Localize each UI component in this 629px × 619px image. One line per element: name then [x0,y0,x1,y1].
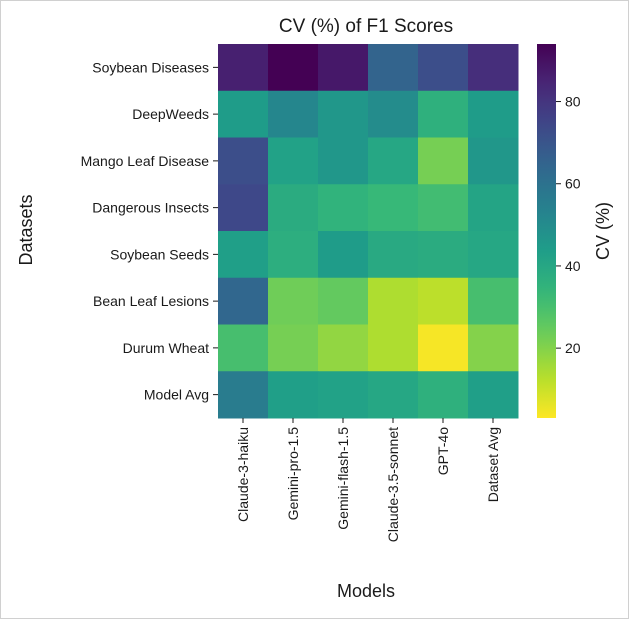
heatmap-cell [318,44,369,92]
heatmap-cell [368,277,419,325]
heatmap-cell [318,371,369,419]
heatmap-cell [468,231,519,279]
colorbar-tick-label: 40 [565,258,581,274]
heatmap-cell [368,371,419,419]
y-tick-label: Mango Leaf Disease [81,153,210,169]
heatmap-cell [218,184,269,232]
heatmap-cell [268,231,319,279]
heatmap-cell [268,184,319,232]
x-tick-label: GPT-4o [435,427,451,475]
heatmap-cell [318,231,369,279]
heatmap-cell [218,324,269,372]
heatmap-cell [318,137,369,185]
heatmap-cell [268,44,319,92]
heatmap-cell [368,231,419,279]
x-tick-label: Claude-3-haiku [235,427,251,522]
heatmap-cell [218,44,269,92]
y-tick-label: Dangerous Insects [92,200,209,216]
heatmap-cell [418,90,469,138]
y-tick-label: Model Avg [144,387,209,403]
heatmap-cell [268,137,319,185]
heatmap-cell [318,324,369,372]
y-axis-title: Datasets [16,194,36,265]
heatmap-cell [318,277,369,325]
x-tick-label: Gemini-pro-1.5 [285,427,301,521]
heatmap-cell [268,277,319,325]
heatmap-cells [218,44,519,419]
heatmap-cell [468,277,519,325]
colorbar-tick-label: 80 [565,94,581,110]
heatmap-cell [268,371,319,419]
heatmap-cell [468,44,519,92]
colorbar: 20 40 60 80 CV (%) [537,44,613,418]
heatmap-cell [418,324,469,372]
heatmap-cell [318,184,369,232]
heatmap-cell [468,371,519,419]
y-tick-label: Durum Wheat [123,340,209,356]
x-axis-title: Models [337,581,395,601]
heatmap-cell [368,44,419,92]
heatmap-cell [418,137,469,185]
colorbar-ticks: 20 40 60 80 [556,94,581,356]
heatmap-cell [418,44,469,92]
heatmap-cell [368,90,419,138]
y-tick-label: Bean Leaf Lesions [93,293,209,309]
heatmap-cell [468,90,519,138]
y-tick-label: DeepWeeds [132,106,209,122]
x-tick-labels: Claude-3-haiku Gemini-pro-1.5 Gemini-flash… [235,418,501,542]
heatmap-cell [368,184,419,232]
heatmap-cell [218,371,269,419]
heatmap-cell [418,371,469,419]
heatmap-cell [468,324,519,372]
heatmap-cell [218,90,269,138]
colorbar-tick-label: 20 [565,340,581,356]
x-tick-label: Claude-3.5-sonnet [385,427,401,542]
colorbar-tick-label: 60 [565,176,581,192]
x-tick-label: Gemini-flash-1.5 [335,427,351,530]
heatmap-cell [218,137,269,185]
colorbar-title: CV (%) [593,202,613,260]
heatmap-cell [218,277,269,325]
heatmap-cell [268,324,319,372]
heatmap-cell [418,184,469,232]
heatmap-cell [368,137,419,185]
heatmap-cell [368,324,419,372]
heatmap-cell [218,231,269,279]
x-tick-label: Dataset Avg [485,427,501,502]
colorbar-scale [537,44,556,418]
y-tick-labels: Soybean Diseases DeepWeeds Mango Leaf Dise… [81,59,218,403]
y-tick-label: Soybean Diseases [92,59,209,75]
chart-title: CV (%) of F1 Scores [279,16,453,37]
heatmap-cell [418,277,469,325]
heatmap-cell [468,137,519,185]
y-tick-label: Soybean Seeds [110,246,209,262]
heatmap-cell [268,90,319,138]
heatmap-cell [418,231,469,279]
heatmap-cell [468,184,519,232]
heatmap-cell [318,90,369,138]
